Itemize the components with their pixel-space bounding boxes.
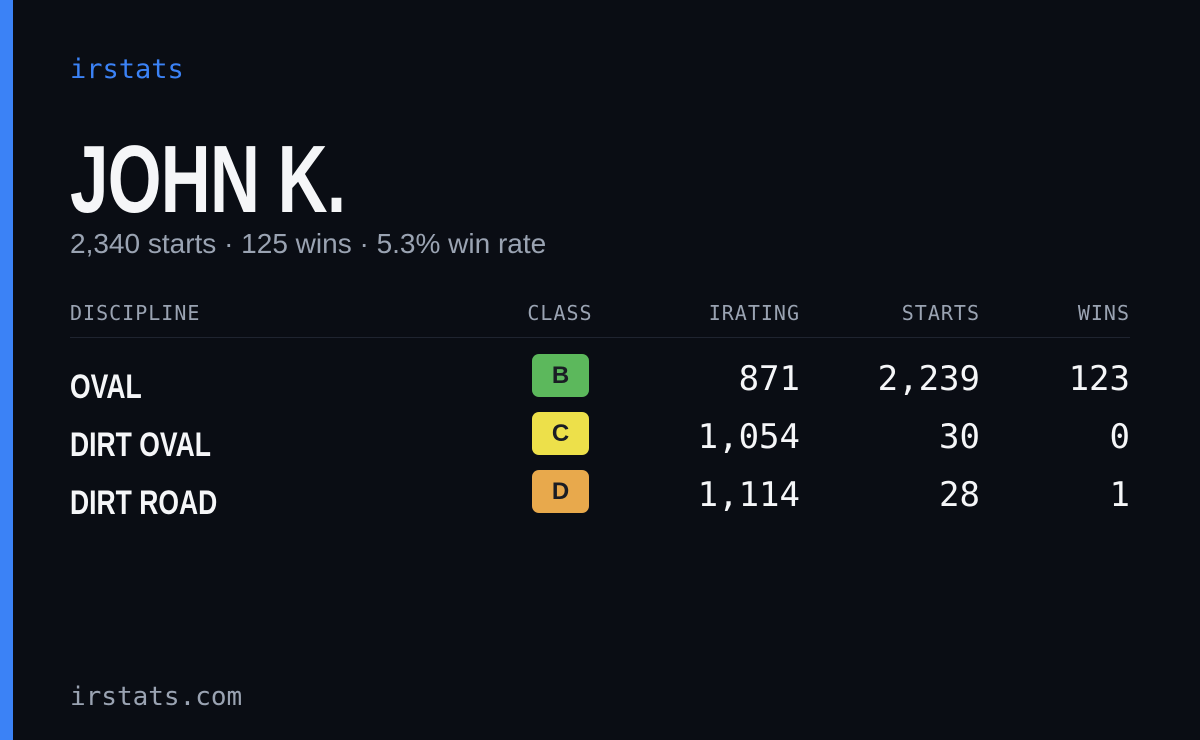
header-rule [70, 337, 1130, 338]
irating: 871 [738, 359, 800, 399]
starts: 30 [939, 417, 980, 457]
brand: irstats [70, 54, 184, 85]
starts: 28 [939, 475, 980, 515]
irating: 1,114 [697, 475, 800, 515]
column-header: WINS [1077, 301, 1130, 325]
discipline: DIRT OVAL [70, 426, 211, 464]
column-header: STARTS [901, 301, 980, 325]
driver-name: JOHN K. [70, 126, 346, 233]
wins: 0 [1109, 417, 1130, 457]
column-header: CLASS [527, 301, 593, 325]
accent-bar [0, 0, 13, 740]
footer-site: irstats.com [70, 682, 243, 712]
summary: 2,340 starts · 125 wins · 5.3% win rate [70, 228, 547, 259]
irating: 1,054 [697, 417, 800, 457]
discipline: DIRT ROAD [70, 484, 218, 522]
starts: 2,239 [877, 359, 980, 399]
class-badge: D [532, 470, 589, 513]
class-badge: B [532, 354, 589, 397]
column-header: IRATING [708, 301, 800, 325]
column-header: DISCIPLINE [70, 301, 201, 325]
discipline: OVAL [70, 368, 142, 406]
wins: 123 [1068, 359, 1130, 399]
class-badge: C [532, 412, 589, 455]
wins: 1 [1109, 475, 1130, 515]
